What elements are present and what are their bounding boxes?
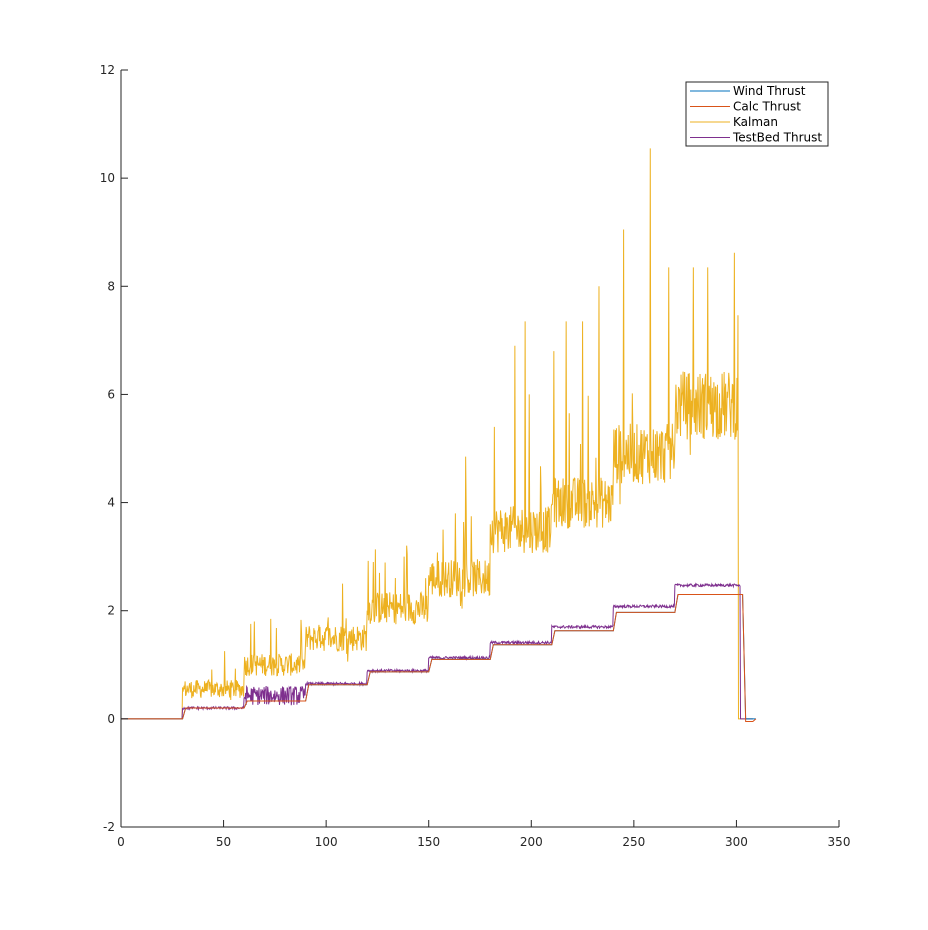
series-layer bbox=[121, 148, 757, 723]
y-tick-label: 12 bbox=[100, 63, 115, 77]
y-tick-label: 4 bbox=[107, 496, 115, 510]
y-tick-label: 10 bbox=[100, 171, 115, 185]
series-line-testbed-thrust bbox=[121, 582, 753, 720]
y-tick-label: 6 bbox=[107, 387, 115, 401]
y-tick-label: -2 bbox=[103, 820, 115, 834]
x-tick-label: 250 bbox=[622, 835, 645, 849]
x-tick-label: 100 bbox=[315, 835, 338, 849]
x-tick-label: 150 bbox=[417, 835, 440, 849]
legend-label-testbed: TestBed Thrust bbox=[732, 131, 822, 145]
x-tick-label: 50 bbox=[216, 835, 231, 849]
x-tick-label: 0 bbox=[117, 835, 125, 849]
y-tick-label: 8 bbox=[107, 279, 115, 293]
legend-label-calc: Calc Thrust bbox=[733, 100, 801, 114]
x-tick-label: 300 bbox=[725, 835, 748, 849]
y-tick-label: 0 bbox=[107, 712, 115, 726]
x-tick-label: 350 bbox=[828, 835, 851, 849]
legend-label-kalman: Kalman bbox=[733, 115, 778, 129]
series-line-calc bbox=[121, 593, 757, 723]
series-line-kalman bbox=[121, 148, 753, 720]
y-tick-label: 2 bbox=[107, 604, 115, 618]
x-tick-label: 200 bbox=[520, 835, 543, 849]
legend-label-wind: Wind Thrust bbox=[733, 84, 806, 98]
legend-box bbox=[685, 81, 829, 147]
